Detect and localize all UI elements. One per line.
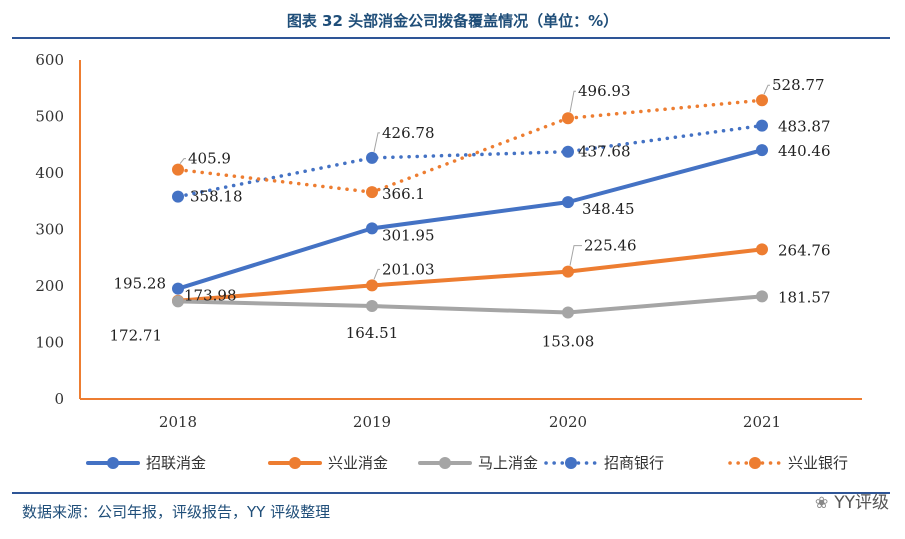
x-tick-label: 2019 (353, 413, 391, 431)
label-leader (373, 132, 380, 152)
legend-marker-马上消金 (439, 457, 451, 469)
bottom-rule (12, 492, 890, 494)
label-leader (569, 245, 582, 266)
data-label-招商银行: 358.18 (190, 188, 243, 206)
series-line-兴业银行 (176, 98, 764, 194)
line-chart: 0 100 200 300 400 500 600 2018 2019 2020 2021 195.2… (35, 51, 862, 472)
data-point-马上消金 (366, 300, 378, 313)
y-tick-label: 500 (35, 108, 64, 126)
y-tick-label: 400 (35, 164, 64, 182)
watermark: ❀ YY评级 (815, 488, 889, 513)
data-label-兴业消金: 201.03 (382, 260, 435, 278)
data-point-马上消金 (756, 290, 768, 303)
x-tick-label: 2021 (743, 413, 781, 431)
watermark-text: YY评级 (834, 493, 889, 513)
y-tick-label: 600 (35, 51, 64, 69)
data-label-马上消金: 172.71 (110, 326, 163, 344)
data-point-招联消金 (756, 144, 768, 157)
x-tick-label: 2020 (549, 413, 587, 431)
data-label-招联消金: 301.95 (382, 226, 435, 244)
data-label-兴业银行: 528.77 (772, 76, 825, 94)
y-tick-label: 0 (54, 390, 64, 408)
source-note: 数据来源：公司年报，评级报告，YY 评级整理 (22, 503, 331, 521)
label-leader (373, 268, 380, 280)
data-label-兴业消金: 173.98 (184, 287, 237, 305)
y-tick-label: 300 (35, 221, 64, 239)
data-label-招联消金: 348.45 (582, 200, 635, 218)
label-leader (179, 158, 186, 164)
legend-label-兴业银行: 兴业银行 (788, 454, 848, 472)
x-tick-label: 2018 (159, 413, 197, 431)
data-point-兴业消金 (366, 279, 378, 292)
top-rule (12, 37, 890, 39)
series-line-兴业消金 (176, 247, 764, 303)
data-label-兴业银行: 496.93 (578, 82, 631, 100)
data-label-招联消金: 440.46 (778, 142, 831, 160)
data-point-兴业银行 (172, 163, 184, 176)
data-label-兴业银行: 405.9 (188, 150, 231, 168)
legend-label-马上消金: 马上消金 (478, 454, 538, 472)
legend-marker-招联消金 (107, 457, 119, 469)
data-point-招商银行 (366, 151, 378, 164)
data-label-马上消金: 164.51 (346, 324, 399, 342)
data-point-招联消金 (366, 222, 378, 235)
data-label-马上消金: 181.57 (778, 288, 831, 306)
label-leader (763, 84, 770, 95)
data-point-马上消金 (172, 295, 184, 308)
data-point-招联消金 (172, 282, 184, 295)
data-point-兴业银行 (562, 112, 574, 125)
legend-marker-兴业消金 (289, 457, 301, 469)
data-label-招联消金: 195.28 (114, 275, 167, 293)
data-point-兴业消金 (756, 243, 768, 256)
y-tick-label: 200 (35, 277, 64, 295)
data-point-马上消金 (562, 306, 574, 319)
legend-marker-招商银行 (565, 457, 577, 469)
wechat-icon: ❀ (814, 493, 829, 512)
series-line-招联消金 (176, 148, 764, 291)
data-point-招商银行 (172, 190, 184, 203)
data-point-招商银行 (562, 145, 574, 158)
data-point-兴业银行 (366, 186, 378, 199)
data-point-招联消金 (562, 196, 574, 209)
data-label-招商银行: 437.68 (578, 143, 631, 161)
chart-title: 图表 32 头部消金公司拨备覆盖情况（单位：%） (286, 12, 619, 30)
data-label-兴业银行: 366.1 (382, 185, 425, 203)
series-line-招商银行 (176, 123, 764, 199)
data-label-招商银行: 483.87 (778, 118, 831, 136)
series-line-马上消金 (176, 294, 764, 315)
legend-label-兴业消金: 兴业消金 (328, 454, 388, 472)
data-point-招商银行 (756, 119, 768, 132)
data-point-兴业消金 (562, 265, 574, 278)
y-tick-label: 100 (35, 334, 64, 352)
data-label-兴业消金: 225.46 (584, 237, 637, 255)
data-label-兴业消金: 264.76 (778, 241, 831, 259)
label-leader (569, 90, 576, 113)
data-label-马上消金: 153.08 (542, 333, 595, 351)
data-point-兴业银行 (756, 94, 768, 107)
data-label-招商银行: 426.78 (382, 124, 435, 142)
legend-marker-兴业银行 (749, 457, 761, 469)
legend-label-招联消金: 招联消金 (146, 454, 206, 472)
legend-label-招商银行: 招商银行 (604, 454, 664, 472)
